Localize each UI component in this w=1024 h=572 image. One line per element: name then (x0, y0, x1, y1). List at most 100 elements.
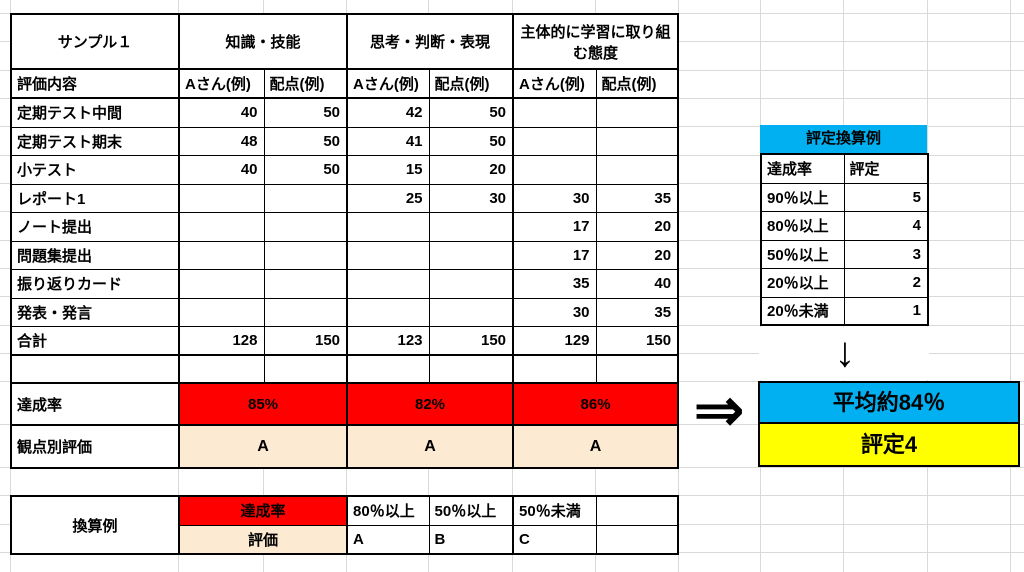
empty-cell[interactable] (512, 354, 597, 384)
rating-header-cell[interactable]: 達成率 (760, 153, 845, 184)
rating-grade-cell[interactable]: 3 (843, 239, 929, 269)
value-cell[interactable] (346, 297, 430, 327)
row-label-cell[interactable]: 定期テスト中間 (10, 97, 180, 128)
value-cell[interactable]: 35 (595, 183, 679, 213)
value-cell[interactable] (595, 154, 679, 185)
conversion-label-cell[interactable]: 換算例 (10, 495, 180, 555)
average-achievement-cell[interactable]: 平均約84％ (760, 383, 1018, 424)
subheader-cell[interactable]: Aさん(例) (346, 68, 430, 99)
value-cell[interactable]: 150 (428, 325, 514, 356)
achievement-label-cell[interactable]: 達成率 (10, 382, 180, 426)
empty-cell[interactable] (10, 354, 180, 384)
conversion-grade-cell[interactable]: C (512, 524, 597, 555)
subheader-cell[interactable]: 配点(例) (595, 68, 679, 99)
row-label-cell[interactable]: 問題集提出 (10, 240, 180, 270)
value-cell[interactable] (178, 297, 265, 327)
value-cell[interactable] (512, 154, 597, 185)
achievement-value-cell[interactable]: 82% (346, 382, 514, 426)
rating-range-cell[interactable]: 90％以上 (760, 182, 845, 212)
conversion-header-cell[interactable]: 評価 (177, 524, 348, 555)
subheader-cell[interactable]: 配点(例) (428, 68, 514, 99)
rating-grade-cell[interactable]: 4 (843, 210, 929, 241)
row-label-cell[interactable]: 合計 (10, 325, 180, 356)
empty-cell[interactable] (263, 354, 348, 384)
value-cell[interactable]: 35 (595, 297, 679, 327)
value-cell[interactable] (428, 211, 514, 242)
empty-cell[interactable] (178, 354, 265, 384)
conversion-grade-cell[interactable]: A (346, 524, 430, 555)
value-cell[interactable] (595, 97, 679, 128)
value-cell[interactable] (428, 268, 514, 299)
value-cell[interactable]: 48 (178, 126, 265, 156)
conversion-header-cell[interactable]: 達成率 (177, 495, 348, 526)
value-cell[interactable]: 30 (512, 297, 597, 327)
value-cell[interactable]: 123 (346, 325, 430, 356)
rating-grade-cell[interactable]: 5 (843, 182, 929, 212)
rating-range-cell[interactable]: 20％以上 (760, 267, 845, 298)
value-cell[interactable]: 50 (263, 154, 348, 185)
rating-grade-cell[interactable]: 1 (843, 296, 929, 326)
value-cell[interactable]: 40 (595, 268, 679, 299)
viewpoint-value-cell[interactable]: A (346, 424, 514, 469)
rating-grade-cell[interactable]: 2 (843, 267, 929, 298)
value-cell[interactable]: 40 (178, 97, 265, 128)
value-cell[interactable]: 150 (595, 325, 679, 356)
value-cell[interactable]: 50 (263, 126, 348, 156)
value-cell[interactable] (346, 211, 430, 242)
conversion-range-cell[interactable]: 50％以上 (428, 495, 514, 526)
row-label-cell[interactable]: 発表・発言 (10, 297, 180, 327)
value-cell[interactable] (178, 240, 265, 270)
value-cell[interactable]: 20 (428, 154, 514, 185)
value-cell[interactable]: 40 (178, 154, 265, 185)
row-label-cell[interactable]: 小テスト (10, 154, 180, 185)
value-cell[interactable] (178, 183, 265, 213)
value-cell[interactable]: 30 (512, 183, 597, 213)
value-cell[interactable] (512, 126, 597, 156)
rating-range-cell[interactable]: 20％未満 (760, 296, 845, 326)
row-label-cell[interactable]: ノート提出 (10, 211, 180, 242)
value-cell[interactable] (346, 268, 430, 299)
sample-title-cell[interactable]: サンプル１ (10, 13, 180, 70)
viewpoint-value-cell[interactable]: A (177, 424, 348, 469)
conversion-range-cell[interactable]: 80％以上 (346, 495, 430, 526)
subheader-cell[interactable]: Aさん(例) (512, 68, 597, 99)
viewpoint-label-cell[interactable]: 観点別評価 (10, 424, 180, 469)
value-cell[interactable]: 42 (346, 97, 430, 128)
subheader-cell[interactable]: 配点(例) (263, 68, 348, 99)
value-cell[interactable]: 35 (512, 268, 597, 299)
value-cell[interactable]: 20 (595, 240, 679, 270)
value-cell[interactable] (263, 240, 348, 270)
empty-cell[interactable] (595, 524, 679, 555)
value-cell[interactable]: 50 (428, 97, 514, 128)
value-cell[interactable] (512, 97, 597, 128)
rating-range-cell[interactable]: 80％以上 (760, 210, 845, 241)
value-cell[interactable] (263, 211, 348, 242)
empty-cell[interactable] (595, 495, 679, 526)
achievement-value-cell[interactable]: 86% (512, 382, 679, 426)
value-cell[interactable]: 150 (263, 325, 348, 356)
value-cell[interactable]: 20 (595, 211, 679, 242)
final-grade-cell[interactable]: 評定4 (760, 424, 1018, 465)
value-cell[interactable] (263, 268, 348, 299)
value-cell[interactable]: 17 (512, 240, 597, 270)
value-cell[interactable] (346, 240, 430, 270)
empty-cell[interactable] (428, 354, 514, 384)
value-cell[interactable]: 17 (512, 211, 597, 242)
value-cell[interactable]: 128 (178, 325, 265, 356)
rating-range-cell[interactable]: 50％以上 (760, 239, 845, 269)
row-header-cell[interactable]: 評価内容 (10, 68, 180, 99)
achievement-value-cell[interactable]: 85% (177, 382, 348, 426)
group-header-cell[interactable]: 思考・判断・表現 (346, 13, 514, 70)
row-label-cell[interactable]: レポート1 (10, 183, 180, 213)
empty-cell[interactable] (595, 354, 679, 384)
value-cell[interactable] (178, 268, 265, 299)
value-cell[interactable] (178, 211, 265, 242)
value-cell[interactable]: 41 (346, 126, 430, 156)
row-label-cell[interactable]: 振り返りカード (10, 268, 180, 299)
subheader-cell[interactable]: Aさん(例) (178, 68, 265, 99)
value-cell[interactable]: 129 (512, 325, 597, 356)
value-cell[interactable] (595, 126, 679, 156)
value-cell[interactable]: 25 (346, 183, 430, 213)
value-cell[interactable]: 50 (263, 97, 348, 128)
value-cell[interactable] (263, 297, 348, 327)
